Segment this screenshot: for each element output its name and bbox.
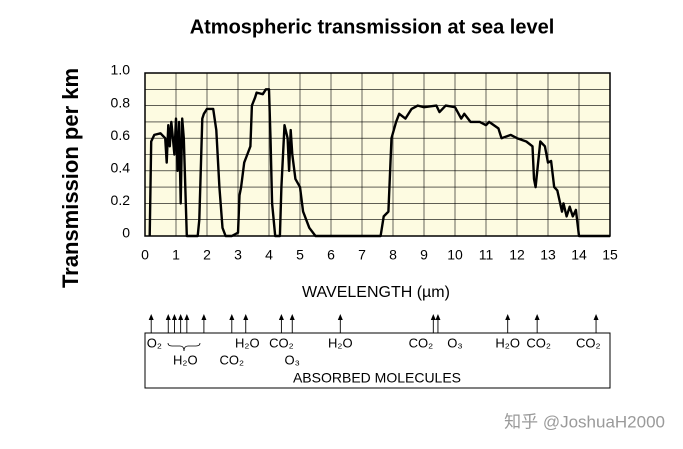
arrow-head [165, 314, 171, 320]
molecule-box-label: ABSORBED MOLECULES [293, 370, 461, 386]
molecule-label: CO₂ [526, 335, 551, 350]
arrow-head [148, 314, 154, 320]
x-tick-label: 3 [234, 247, 242, 263]
x-tick-label: 6 [327, 247, 335, 263]
x-tick-label: 14 [571, 247, 587, 263]
molecule-label: CO₂ [576, 335, 601, 350]
x-tick-label: 13 [540, 247, 556, 263]
arrow-head [229, 314, 235, 320]
arrow-head [430, 314, 436, 320]
y-tick-label: 0.8 [111, 94, 131, 110]
arrow-head [171, 314, 177, 320]
molecule-label: CO₂ [269, 335, 294, 350]
x-axis-label: WAVELENGTH (µm) [302, 284, 450, 301]
transmission-line [148, 88, 610, 238]
x-tick-label: 11 [479, 247, 494, 263]
x-tick-label: 12 [509, 247, 525, 263]
arrow-head [505, 314, 511, 320]
y-tick-label: 0 [122, 225, 130, 241]
x-tick-label: 9 [420, 247, 428, 263]
molecule-label: O₂ [147, 335, 162, 350]
arrow-head [243, 314, 249, 320]
x-tick-label: 2 [203, 247, 211, 263]
x-tick-label: 5 [296, 247, 304, 263]
x-tick-label: 7 [358, 247, 366, 263]
x-tick-label: 15 [602, 247, 618, 263]
molecule-label: H₂O [495, 335, 520, 350]
arrow-head [289, 314, 295, 320]
y-tick-label: 0.2 [111, 192, 131, 208]
arrow-head [201, 314, 207, 320]
y-tick-label: 0.6 [111, 127, 131, 143]
arrow-head [178, 314, 184, 320]
x-tick-label: 1 [172, 247, 180, 263]
watermark: 知乎 @JoshuaH2000 [504, 412, 665, 431]
molecule-label: CO₂ [220, 352, 245, 367]
molecule-label: H₂O [235, 335, 260, 350]
arrow-head [593, 314, 599, 320]
molecule-box [144, 332, 611, 389]
arrow-head [534, 314, 540, 320]
arrow-head [278, 314, 284, 320]
arrow-head [184, 314, 190, 320]
y-tick-label: 0.4 [111, 160, 131, 176]
molecule-label: O₃ [285, 352, 300, 367]
molecule-label: O₃ [447, 335, 462, 350]
chart-title: Atmospheric transmission at sea level [190, 16, 555, 38]
molecule-label: H₂O [328, 335, 353, 350]
x-tick-label: 4 [265, 247, 273, 263]
y-axis-label: Transmission per km [58, 68, 83, 288]
molecule-label: CO₂ [409, 335, 434, 350]
x-tick-label: 0 [141, 247, 149, 263]
arrow-head [435, 314, 441, 320]
x-tick-label: 10 [447, 247, 463, 263]
bracket [167, 342, 201, 352]
molecule-label: H₂O [173, 352, 198, 367]
y-tick-label: 1.0 [111, 62, 131, 78]
x-tick-label: 8 [389, 247, 397, 263]
arrow-head [337, 314, 343, 320]
